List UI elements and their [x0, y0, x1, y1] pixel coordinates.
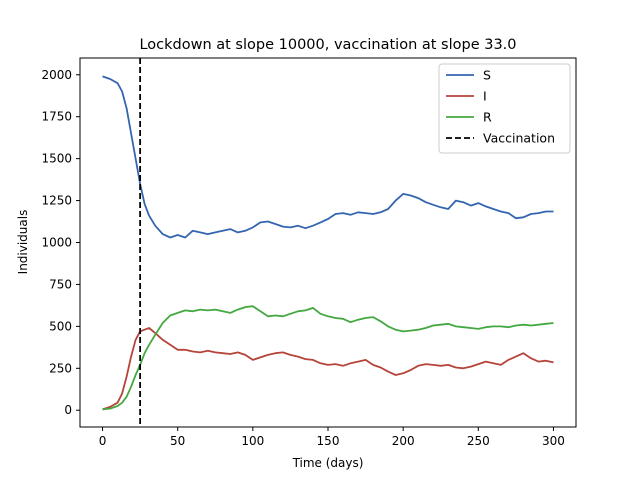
- x-tick-label: 100: [241, 434, 264, 448]
- y-tick-label: 2000: [41, 68, 72, 82]
- x-tick-label: 50: [170, 434, 185, 448]
- y-tick-label: 250: [49, 361, 72, 375]
- legend-label: I: [483, 89, 487, 104]
- y-tick-label: 0: [64, 403, 72, 417]
- legend-label: S: [483, 68, 491, 83]
- y-tick-label: 500: [49, 319, 72, 333]
- y-tick-label: 750: [49, 277, 72, 291]
- legend: SIR Vaccination: [438, 63, 571, 154]
- series-line-s: [102, 75, 554, 239]
- x-axis-label: Time (days): [292, 456, 364, 470]
- series-layer: [102, 75, 554, 411]
- x-axis: 0 50 100 150 200 250 300: [99, 427, 565, 448]
- x-tick-label: 300: [542, 434, 565, 448]
- legend-label: Vaccination: [483, 131, 555, 146]
- x-tick-label: 250: [467, 434, 490, 448]
- x-tick-label: 200: [392, 434, 415, 448]
- legend-box: [438, 63, 571, 154]
- series-line-r: [102, 305, 554, 411]
- y-axis: 0 250 500 750 1000 1250 1500 1750 2000: [41, 68, 80, 417]
- x-tick-label: 150: [317, 434, 340, 448]
- y-tick-label: 1500: [41, 152, 72, 166]
- chart-title: Lockdown at slope 10000, vaccination at …: [139, 37, 516, 53]
- y-tick-label: 1750: [41, 110, 72, 124]
- y-tick-label: 1000: [41, 236, 72, 250]
- y-axis-label: Individuals: [16, 210, 30, 275]
- legend-label: R: [483, 110, 492, 125]
- series-line-i: [102, 327, 554, 411]
- y-tick-label: 1250: [41, 194, 72, 208]
- x-tick-label: 0: [99, 434, 107, 448]
